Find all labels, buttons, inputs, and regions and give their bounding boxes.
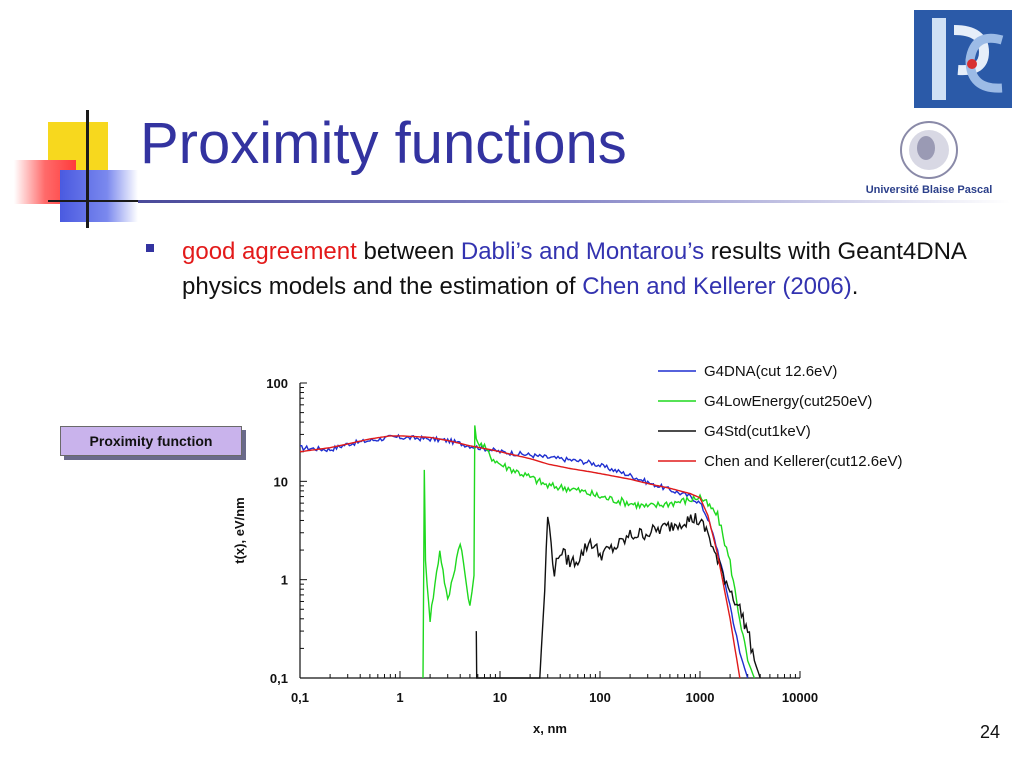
x-tick-label: 0,1	[291, 690, 309, 705]
series-line-3	[299, 435, 741, 679]
decor-horizontal-line	[48, 200, 138, 202]
x-axis-label: x, nm	[533, 721, 567, 736]
bullet-square-icon	[146, 244, 154, 252]
y-tick-label: 0,1	[270, 671, 288, 686]
legend-entry: G4Std(cut1keV)	[704, 423, 811, 440]
ubp-seal	[864, 118, 994, 204]
legend-background	[650, 355, 970, 483]
slide-title: Proximity functions	[140, 111, 627, 176]
proximity-function-callout: Proximity function	[60, 426, 242, 456]
x-tick-label: 10000	[782, 690, 818, 705]
series-line-0	[300, 433, 749, 679]
legend-entry: G4LowEnergy(cut250eV)	[704, 393, 872, 410]
bullet-segment: results with Geant4DNA physics models an…	[182, 238, 966, 300]
y-tick-label: 1	[281, 573, 288, 588]
x-tick-label: 1000	[686, 690, 715, 705]
ubp-wordmark: Université Blaise Pascal	[865, 184, 993, 196]
lpc-logo-icon	[914, 10, 1012, 108]
x-tick-label: 100	[589, 690, 611, 705]
lpc-logo	[914, 10, 1012, 108]
proximity-function-chart: 0,1 1 10 100 1000 10000 0,1 1 10 100 x, nm t(x), eV…	[232, 355, 970, 736]
ubp-seal-icon	[900, 121, 958, 179]
bullet-segment: .	[851, 273, 859, 300]
bullet-segment: between	[356, 238, 461, 265]
bullet-text: good agreement between Dabli’s and Monta…	[182, 234, 982, 304]
legend-entry: Chen and Kellerer(cut12.6eV)	[704, 453, 902, 470]
series-line-1	[422, 425, 756, 679]
bullet-highlight-blue: Dabli’s and Montarou’s	[460, 238, 705, 265]
legend-entry: G4DNA(cut 12.6eV)	[704, 363, 837, 380]
x-tick-label: 10	[493, 690, 507, 705]
bullet-highlight-red: good agreement	[182, 238, 357, 265]
decor-vertical-line	[86, 110, 89, 228]
page-number: 24	[979, 722, 1000, 742]
y-tick-label: 10	[274, 474, 288, 489]
decor-blue-square	[60, 170, 138, 222]
y-axis-label: t(x), eV/nm	[232, 497, 247, 563]
x-tick-label: 1	[396, 690, 403, 705]
title-underline	[138, 200, 1010, 203]
y-tick-label: 100	[266, 376, 288, 391]
bullet-citation: Chen and Kellerer (2006)	[582, 273, 852, 300]
series-line-2	[475, 513, 761, 679]
